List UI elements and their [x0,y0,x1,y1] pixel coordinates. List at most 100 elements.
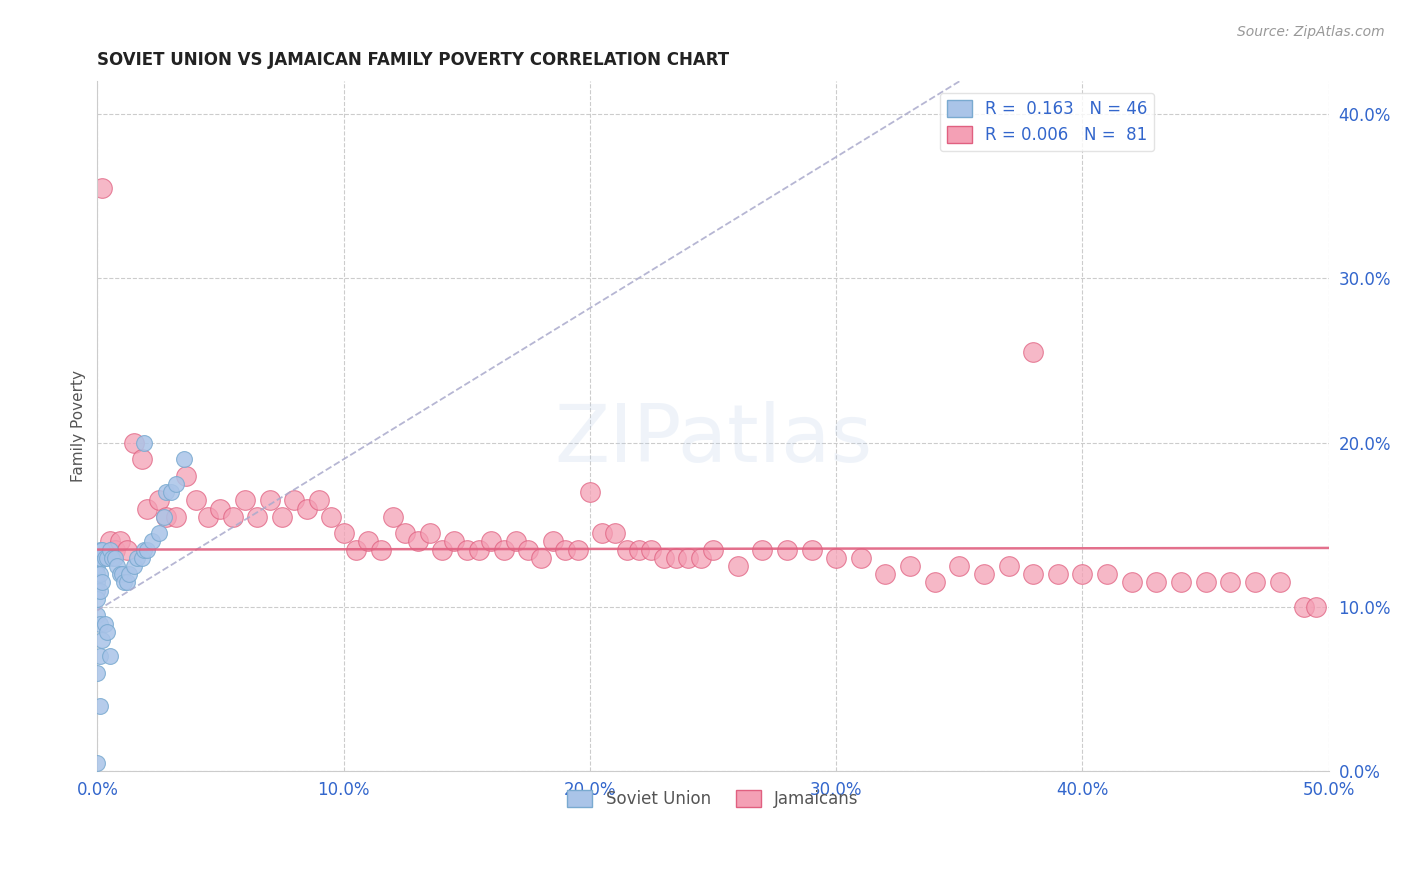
Point [148,493,170,508]
Point [505,534,527,549]
Point [246,509,269,524]
Point [165,476,187,491]
Point [640,542,662,557]
Point [98,649,121,664]
Legend: Soviet Union, Jamaicans: Soviet Union, Jamaicans [561,783,865,814]
Point [825,550,848,565]
Point [111,567,134,582]
Point [125,550,148,565]
Point [153,509,176,524]
Point [86,608,108,623]
Point [295,501,318,516]
Point [148,526,170,541]
Point [468,542,491,557]
Point [1071,567,1094,582]
Point [174,468,197,483]
Point [357,534,380,549]
Point [603,526,626,541]
Point [430,542,453,557]
Point [108,567,131,582]
Point [86,583,108,598]
Point [98,534,121,549]
Point [233,493,256,508]
Point [443,534,465,549]
Point [776,542,799,557]
Point [197,509,219,524]
Point [259,493,281,508]
Point [89,616,111,631]
Point [108,534,131,549]
Point [1244,575,1267,590]
Point [135,542,157,557]
Point [124,559,146,574]
Point [89,698,111,713]
Point [616,542,638,557]
Point [1268,575,1291,590]
Point [271,509,294,524]
Point [665,550,688,565]
Point [86,575,108,590]
Point [134,435,156,450]
Point [530,550,553,565]
Point [1144,575,1167,590]
Point [308,493,330,508]
Point [104,550,127,565]
Point [394,526,416,541]
Point [1121,575,1143,590]
Point [1194,575,1216,590]
Y-axis label: Family Poverty: Family Poverty [72,370,86,483]
Point [849,550,872,565]
Point [93,550,115,565]
Point [173,452,195,467]
Point [481,534,503,549]
Point [155,509,177,524]
Point [98,542,121,557]
Point [875,567,897,582]
Point [727,559,749,574]
Point [89,542,111,557]
Point [86,591,108,606]
Point [1046,567,1069,582]
Point [91,542,114,557]
Point [86,567,108,582]
Point [1294,600,1316,615]
Point [492,542,515,557]
Point [579,485,602,500]
Point [86,665,108,680]
Point [1022,345,1045,359]
Point [1305,600,1327,615]
Point [91,575,114,590]
Point [91,632,114,647]
Point [86,550,108,565]
Point [973,567,995,582]
Point [89,567,111,582]
Point [997,559,1019,574]
Point [124,435,146,450]
Point [91,181,114,195]
Point [131,550,153,565]
Point [96,550,118,565]
Text: Source: ZipAtlas.com: Source: ZipAtlas.com [1237,25,1385,39]
Point [155,485,177,500]
Point [283,493,305,508]
Point [652,550,675,565]
Point [222,509,245,524]
Point [1219,575,1241,590]
Point [406,534,429,549]
Point [131,452,153,467]
Point [554,542,576,557]
Point [321,509,343,524]
Text: ZIPatlas: ZIPatlas [554,401,872,479]
Point [1022,567,1045,582]
Point [86,559,108,574]
Point [141,534,163,549]
Point [456,542,478,557]
Point [689,550,711,565]
Point [89,550,111,565]
Point [332,526,354,541]
Point [184,493,207,508]
Point [567,542,589,557]
Point [948,559,970,574]
Point [591,526,613,541]
Point [898,559,921,574]
